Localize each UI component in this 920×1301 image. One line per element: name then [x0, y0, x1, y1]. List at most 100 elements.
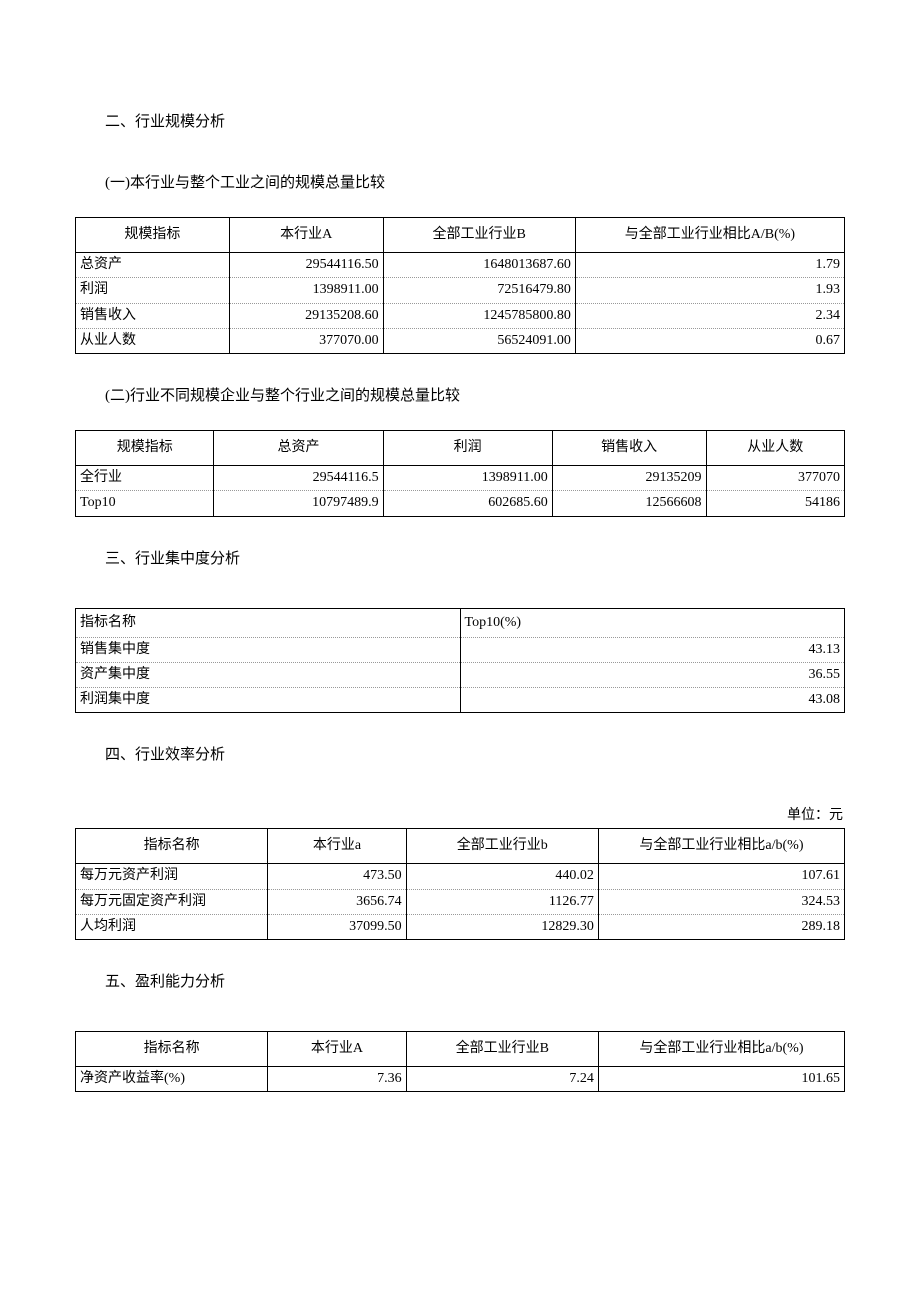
- table-cell: 销售收入: [76, 303, 230, 328]
- table-4: 指标名称本行业a全部工业行业b与全部工业行业相比a/b(%) 每万元资产利润47…: [75, 828, 845, 940]
- section-4-title: 四、行业效率分析: [105, 743, 845, 764]
- table-cell: 29544116.50: [229, 253, 383, 278]
- section-2-1-title: (一)本行业与整个工业之间的规模总量比较: [105, 171, 845, 192]
- column-header: 从业人数: [706, 430, 844, 465]
- table-row: 每万元固定资产利润3656.741126.77324.53: [76, 889, 845, 914]
- table-row: 利润1398911.0072516479.801.93: [76, 278, 845, 303]
- table-5-body: 净资产收益率(%)7.367.24101.65: [76, 1067, 845, 1092]
- table-row: Top1010797489.9602685.601256660854186: [76, 491, 845, 516]
- table-5: 指标名称本行业A全部工业行业B与全部工业行业相比a/b(%) 净资产收益率(%)…: [75, 1031, 845, 1092]
- table-cell: 0.67: [575, 328, 844, 353]
- table-cell: 12829.30: [406, 914, 598, 939]
- column-header: 指标名称: [76, 829, 268, 864]
- table-3-header: 指标名称Top10(%): [76, 608, 845, 637]
- table-cell: 利润集中度: [76, 688, 461, 713]
- table-cell: Top10: [76, 491, 214, 516]
- table-cell: 净资产收益率(%): [76, 1067, 268, 1092]
- table-cell: 29544116.5: [214, 466, 383, 491]
- table-cell: 289.18: [598, 914, 844, 939]
- table-cell: 3656.74: [268, 889, 406, 914]
- column-header: 全部工业行业B: [383, 218, 575, 253]
- column-header: 总资产: [214, 430, 383, 465]
- table-2-1-body: 总资产29544116.501648013687.601.79利润1398911…: [76, 253, 845, 354]
- table-cell: 1398911.00: [383, 466, 552, 491]
- table-cell: 1.79: [575, 253, 844, 278]
- table-cell: 每万元固定资产利润: [76, 889, 268, 914]
- section-2-2-title: (二)行业不同规模企业与整个行业之间的规模总量比较: [105, 384, 845, 405]
- column-header: 与全部工业行业相比A/B(%): [575, 218, 844, 253]
- table-2-2: 规模指标总资产利润销售收入从业人数 全行业29544116.51398911.0…: [75, 430, 845, 517]
- table-cell: 1648013687.60: [383, 253, 575, 278]
- section-2-title: 二、行业规模分析: [105, 110, 845, 131]
- column-header: 本行业A: [229, 218, 383, 253]
- table-cell: 72516479.80: [383, 278, 575, 303]
- table-row: 人均利润37099.5012829.30289.18: [76, 914, 845, 939]
- table-cell: 602685.60: [383, 491, 552, 516]
- column-header: 指标名称: [76, 1032, 268, 1067]
- table-cell: 43.13: [460, 637, 845, 662]
- table-cell: 1398911.00: [229, 278, 383, 303]
- table-row: 销售集中度43.13: [76, 637, 845, 662]
- table-2-2-header: 规模指标总资产利润销售收入从业人数: [76, 430, 845, 465]
- column-header: 全部工业行业B: [406, 1032, 598, 1067]
- table-cell: 12566608: [552, 491, 706, 516]
- table-2-2-body: 全行业29544116.51398911.0029135209377070Top…: [76, 466, 845, 516]
- table-5-header: 指标名称本行业A全部工业行业B与全部工业行业相比a/b(%): [76, 1032, 845, 1067]
- section-5-title: 五、盈利能力分析: [105, 970, 845, 991]
- table-cell: 2.34: [575, 303, 844, 328]
- table-cell: 从业人数: [76, 328, 230, 353]
- table-cell: 10797489.9: [214, 491, 383, 516]
- column-header: 本行业a: [268, 829, 406, 864]
- table-cell: 440.02: [406, 864, 598, 889]
- table-3-body: 销售集中度43.13资产集中度36.55利润集中度43.08: [76, 637, 845, 713]
- table-cell: 人均利润: [76, 914, 268, 939]
- table-cell: 107.61: [598, 864, 844, 889]
- table-cell: 37099.50: [268, 914, 406, 939]
- table-cell: 377070.00: [229, 328, 383, 353]
- table-cell: 7.36: [268, 1067, 406, 1092]
- table-cell: 销售集中度: [76, 637, 461, 662]
- column-header: 指标名称: [76, 608, 461, 637]
- column-header: Top10(%): [460, 608, 845, 637]
- table-cell: 377070: [706, 466, 844, 491]
- table-cell: 1.93: [575, 278, 844, 303]
- table-cell: 每万元资产利润: [76, 864, 268, 889]
- table-cell: 资产集中度: [76, 662, 461, 687]
- table-row: 从业人数377070.0056524091.000.67: [76, 328, 845, 353]
- column-header: 规模指标: [76, 430, 214, 465]
- table-cell: 473.50: [268, 864, 406, 889]
- table-cell: 324.53: [598, 889, 844, 914]
- column-header: 全部工业行业b: [406, 829, 598, 864]
- table-row: 净资产收益率(%)7.367.24101.65: [76, 1067, 845, 1092]
- table-cell: 29135208.60: [229, 303, 383, 328]
- table-3: 指标名称Top10(%) 销售集中度43.13资产集中度36.55利润集中度43…: [75, 608, 845, 714]
- table-cell: 29135209: [552, 466, 706, 491]
- table-row: 资产集中度36.55: [76, 662, 845, 687]
- table-4-header: 指标名称本行业a全部工业行业b与全部工业行业相比a/b(%): [76, 829, 845, 864]
- section-4-unit: 单位：元: [75, 804, 843, 824]
- column-header: 与全部工业行业相比a/b(%): [598, 1032, 844, 1067]
- table-cell: 54186: [706, 491, 844, 516]
- table-row: 全行业29544116.51398911.0029135209377070: [76, 466, 845, 491]
- section-3-title: 三、行业集中度分析: [105, 547, 845, 568]
- column-header: 与全部工业行业相比a/b(%): [598, 829, 844, 864]
- table-cell: 利润: [76, 278, 230, 303]
- table-row: 销售收入29135208.601245785800.802.34: [76, 303, 845, 328]
- column-header: 销售收入: [552, 430, 706, 465]
- table-cell: 43.08: [460, 688, 845, 713]
- column-header: 本行业A: [268, 1032, 406, 1067]
- table-cell: 1126.77: [406, 889, 598, 914]
- table-cell: 1245785800.80: [383, 303, 575, 328]
- column-header: 利润: [383, 430, 552, 465]
- table-2-1: 规模指标本行业A全部工业行业B与全部工业行业相比A/B(%) 总资产295441…: [75, 217, 845, 354]
- table-row: 每万元资产利润473.50440.02107.61: [76, 864, 845, 889]
- table-cell: 总资产: [76, 253, 230, 278]
- table-row: 利润集中度43.08: [76, 688, 845, 713]
- table-row: 总资产29544116.501648013687.601.79: [76, 253, 845, 278]
- column-header: 规模指标: [76, 218, 230, 253]
- table-4-body: 每万元资产利润473.50440.02107.61每万元固定资产利润3656.7…: [76, 864, 845, 940]
- table-cell: 全行业: [76, 466, 214, 491]
- table-cell: 56524091.00: [383, 328, 575, 353]
- table-cell: 36.55: [460, 662, 845, 687]
- table-cell: 7.24: [406, 1067, 598, 1092]
